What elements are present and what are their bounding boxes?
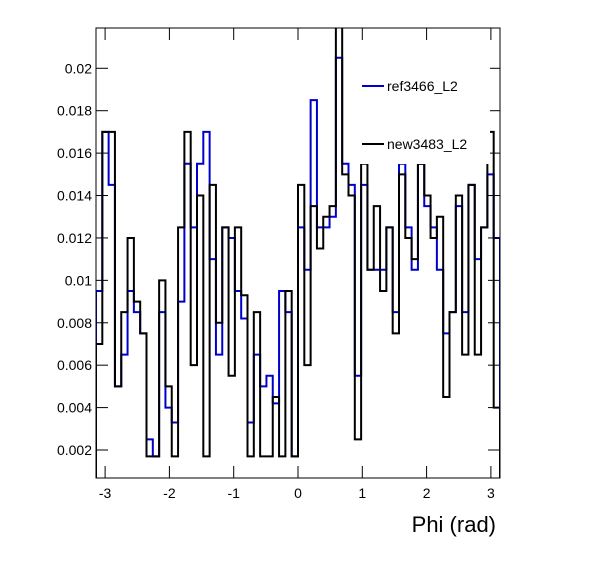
y-tick-label: 0.016 (57, 145, 92, 161)
y-tick-label: 0.002 (57, 442, 92, 458)
x-tick-label: 2 (423, 485, 431, 501)
x-tick-label: 0 (294, 485, 302, 501)
legend-label: ref3466_L2 (387, 78, 458, 94)
x-tick-label: -2 (163, 485, 176, 501)
legend: ref3466_L2 new3483_L2 (357, 46, 490, 164)
y-tick-label: 0.004 (57, 400, 92, 416)
y-tick-label: 0.008 (57, 315, 92, 331)
x-tick-label: 3 (487, 485, 495, 501)
y-tick-label: 0.006 (57, 357, 92, 373)
x-tick-label: 1 (358, 485, 366, 501)
x-axis-label: Phi (rad) (412, 512, 496, 537)
y-tick-label: 0.018 (57, 103, 92, 119)
plot-area (96, 28, 500, 478)
y-tick-label: 0.02 (65, 60, 92, 76)
x-tick-label: -1 (227, 485, 240, 501)
y-tick-label: 0.01 (65, 272, 92, 288)
histogram-line (96, 28, 500, 478)
legend-label: new3483_L2 (387, 136, 467, 152)
y-tick-label: 0.012 (57, 230, 92, 246)
y-tick-label: 0.014 (57, 188, 92, 204)
x-tick-label: -3 (99, 485, 112, 501)
